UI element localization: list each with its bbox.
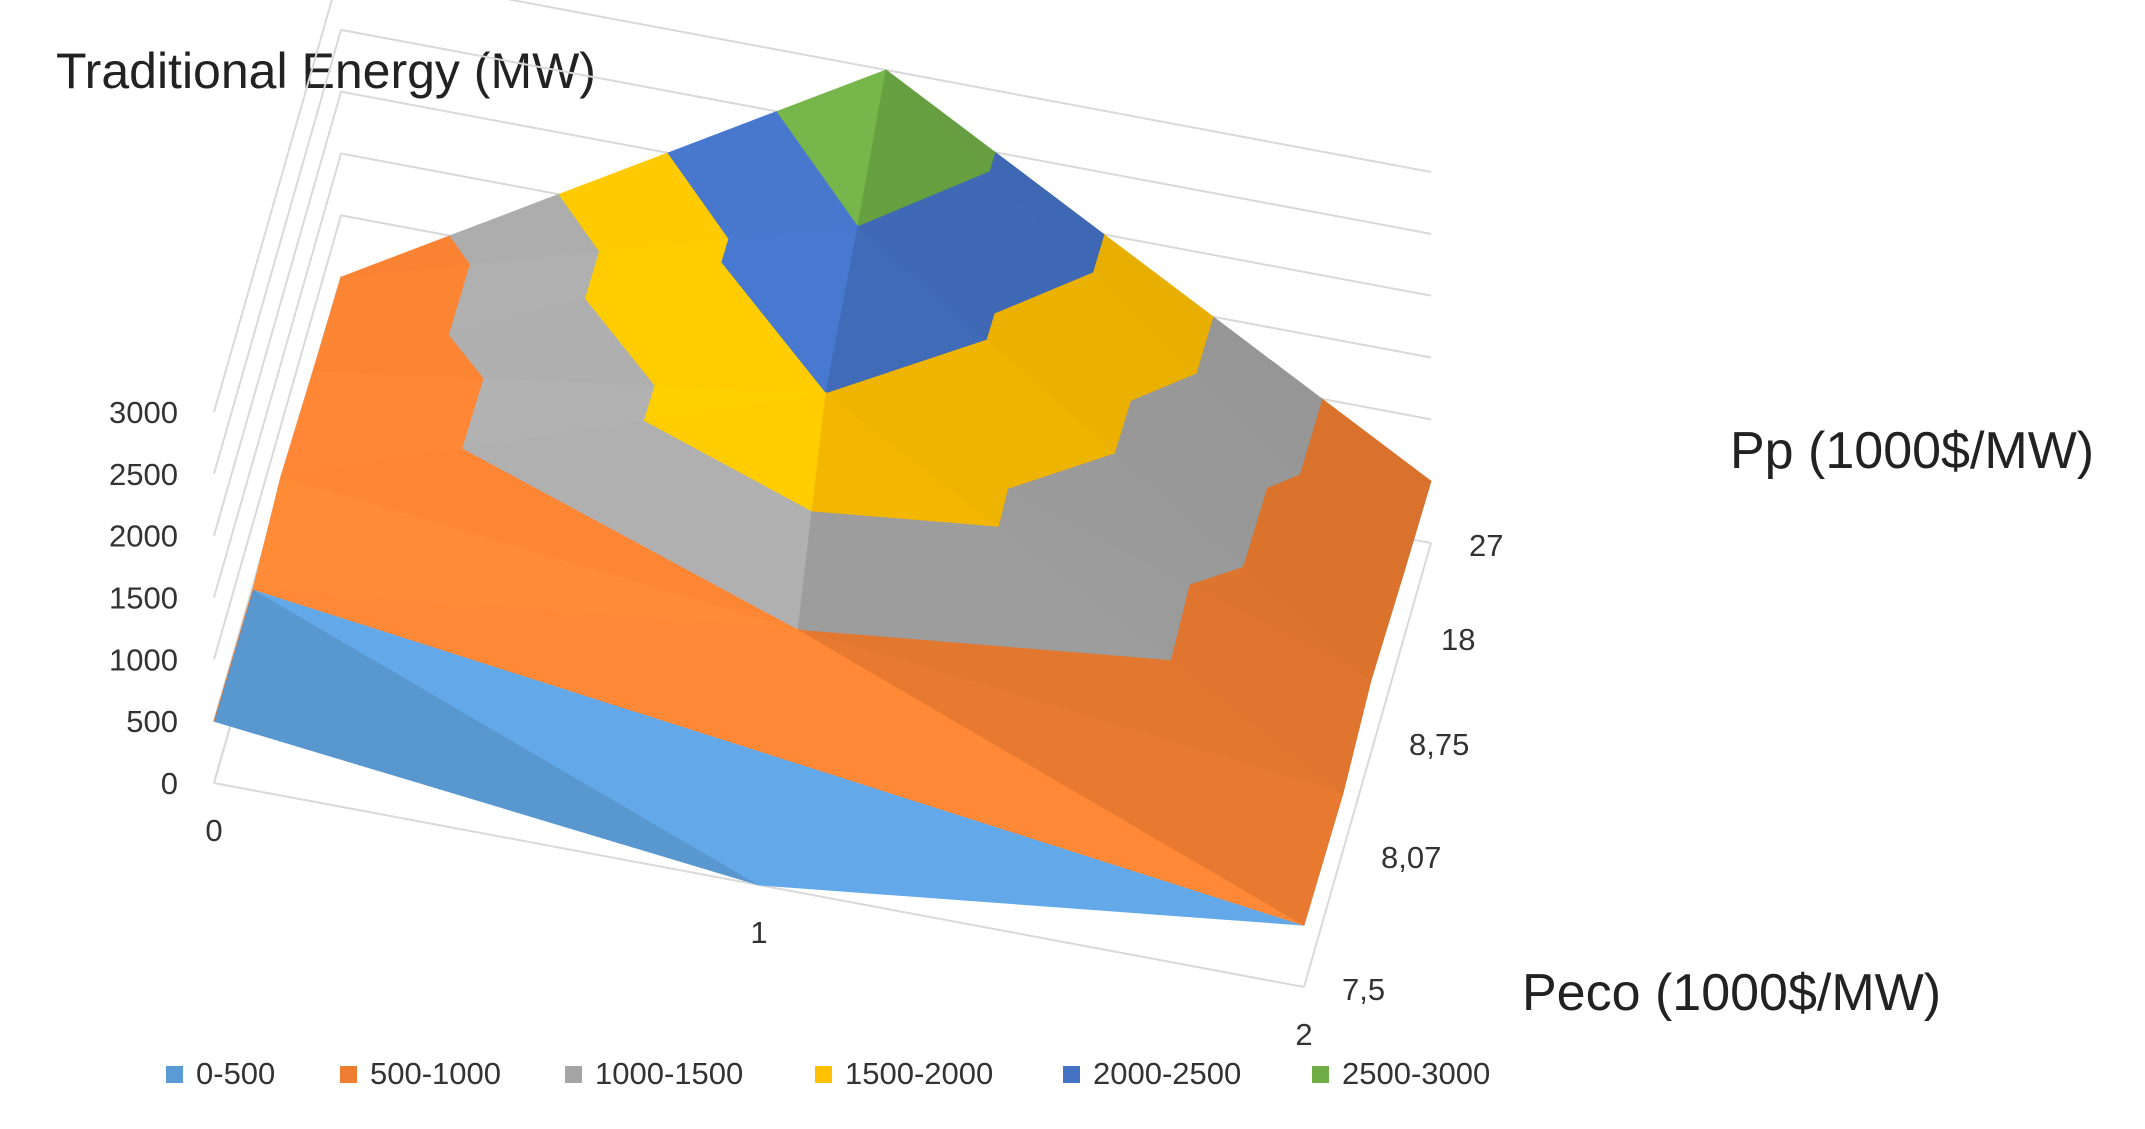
- y-tick-label: 18: [1441, 622, 1475, 657]
- legend-swatch: [1063, 1066, 1080, 1083]
- z-axis-tick-labels: 0 500 1000 1500 2000 2500 3000: [109, 395, 178, 801]
- legend-swatch: [340, 1066, 357, 1083]
- legend: 0-500 500-1000 1000-1500 1500-2000 2000-2500…: [166, 1056, 1490, 1091]
- legend-item: 2500-3000: [1312, 1056, 1490, 1091]
- legend-label: 1500-2000: [845, 1056, 993, 1091]
- chart-title: Traditional Energy (MW): [56, 43, 596, 99]
- y-tick-label: 7,5: [1342, 972, 1385, 1007]
- legend-item: 0-500: [166, 1056, 275, 1091]
- surface-band-patch: [825, 392, 1009, 527]
- x-tick-label: 2: [1295, 1017, 1312, 1052]
- legend-item: 2000-2500: [1063, 1056, 1241, 1091]
- wall-gridline: [213, 0, 1432, 413]
- wall-gridline: [213, 28, 1432, 475]
- legend-swatch: [1312, 1066, 1329, 1083]
- legend-swatch: [166, 1066, 183, 1083]
- surface-band-patch: [857, 225, 995, 341]
- y-tick-label: 8,07: [1381, 840, 1441, 875]
- y-tick-label: 27: [1469, 528, 1503, 563]
- z-tick-label: 1500: [109, 581, 178, 616]
- x-axis-tick-labels: 0 1 2: [205, 813, 1312, 1052]
- z-tick-label: 0: [161, 766, 178, 801]
- surface-plot: [213, 69, 1432, 926]
- legend-label: 2000-2500: [1093, 1056, 1241, 1091]
- z-tick-label: 2000: [109, 519, 178, 554]
- legend-item: 500-1000: [340, 1056, 501, 1091]
- y-tick-label: 8,75: [1409, 727, 1469, 762]
- z-tick-label: 500: [126, 704, 178, 739]
- legend-label: 2500-3000: [1342, 1056, 1490, 1091]
- surface-band-patch: [797, 628, 1344, 926]
- z-tick-label: 2500: [109, 457, 178, 492]
- y-axis-title: Pp (1000$/MW): [1730, 422, 2094, 480]
- surface-band-patch: [885, 69, 996, 172]
- legend-item: 1500-2000: [815, 1056, 993, 1091]
- legend-label: 1000-1500: [595, 1056, 743, 1091]
- legend-swatch: [565, 1066, 582, 1083]
- x-axis-title: Peco (1000$/MW): [1522, 964, 1941, 1022]
- x-tick-label: 0: [205, 813, 222, 848]
- y-axis-tick-labels: 7,5 8,07 8,75 18 27: [1342, 528, 1503, 1007]
- legend-label: 500-1000: [370, 1056, 501, 1091]
- legend-label: 0-500: [196, 1056, 275, 1091]
- floor-gridline: [1303, 542, 1432, 988]
- z-tick-label: 3000: [109, 395, 178, 430]
- z-tick-label: 1000: [109, 642, 178, 677]
- legend-swatch: [815, 1066, 832, 1083]
- x-tick-label: 1: [750, 915, 767, 950]
- legend-item: 1000-1500: [565, 1056, 743, 1091]
